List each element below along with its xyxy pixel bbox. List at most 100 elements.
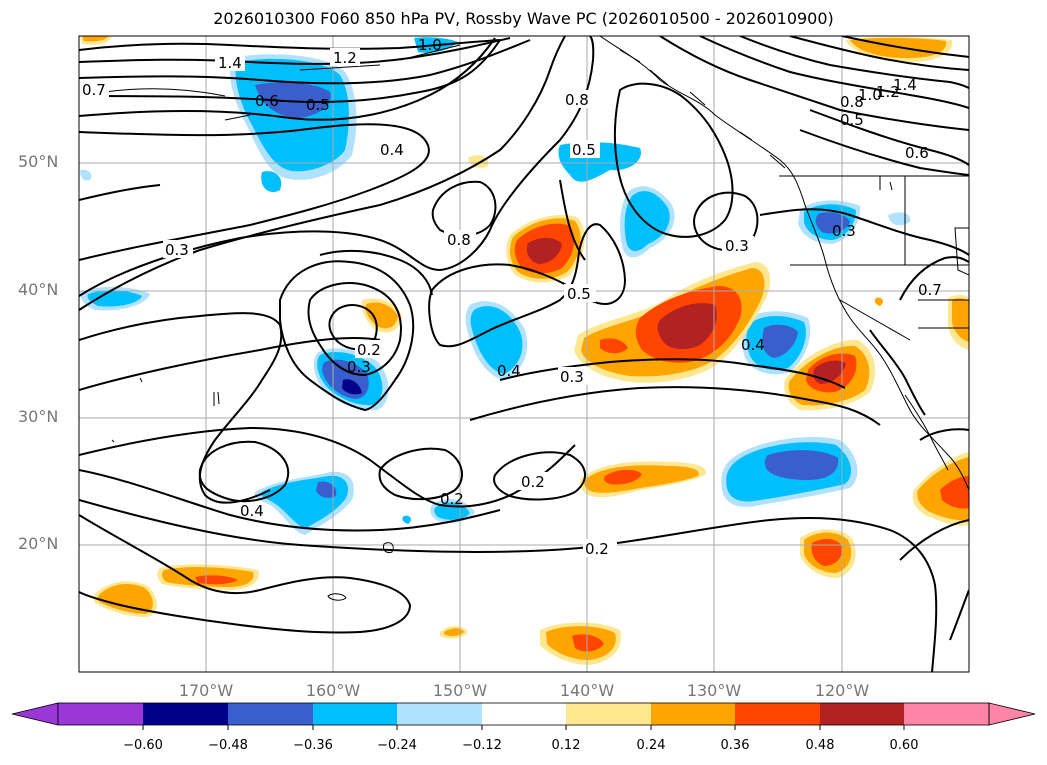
contour-label: 0.4 bbox=[380, 141, 404, 159]
negative-anomaly-area bbox=[316, 481, 337, 498]
colorbar-tick-label: −0.60 bbox=[123, 738, 163, 753]
lat-label: 30°N bbox=[18, 407, 59, 426]
negative-anomaly-area bbox=[80, 169, 92, 181]
lon-label: 170°W bbox=[178, 681, 234, 700]
colorbar-swatch bbox=[735, 703, 820, 725]
anomaly-shading bbox=[80, 36, 969, 665]
contour-label: 1.4 bbox=[218, 54, 242, 72]
contour-label: 0.3 bbox=[560, 368, 584, 386]
lon-label: 160°W bbox=[305, 681, 361, 700]
pv-contours bbox=[79, 36, 969, 672]
negative-anomaly-area bbox=[815, 212, 850, 234]
positive-anomaly-area bbox=[468, 155, 489, 168]
contour-label: 0.3 bbox=[165, 241, 189, 259]
colorbar-tick-label: −0.24 bbox=[377, 738, 417, 753]
positive-anomaly-area bbox=[952, 298, 969, 342]
plot-frame bbox=[78, 35, 970, 673]
colorbar bbox=[11, 702, 1036, 730]
colorbar-swatch bbox=[143, 703, 228, 725]
positive-anomaly-area bbox=[940, 476, 969, 509]
contour-label: 0.4 bbox=[741, 336, 765, 354]
positive-anomaly-area bbox=[657, 303, 717, 350]
negative-anomaly-area bbox=[402, 515, 411, 524]
contour-label: 1.2 bbox=[876, 83, 900, 101]
positive-anomaly-area bbox=[526, 237, 562, 264]
contour-label: 0.5 bbox=[306, 96, 330, 114]
positive-anomaly-area bbox=[874, 297, 883, 306]
contour-label: 0.3 bbox=[347, 358, 371, 376]
positive-anomaly-area bbox=[98, 584, 153, 614]
lat-label: 50°N bbox=[18, 152, 59, 171]
contour-label-group: 1.4 1.2 0.7 0.6 0.5 0.4 0.3 0.8 0.5 0.8 … bbox=[79, 36, 942, 558]
positive-anomaly-area bbox=[584, 465, 699, 493]
colorbar-swatch bbox=[482, 703, 566, 725]
map-title: 2026010300 F060 850 hPa PV, Rossby Wave … bbox=[213, 9, 834, 28]
contour-label: 0.6 bbox=[905, 144, 929, 162]
contour-label: 0.8 bbox=[565, 91, 589, 109]
colorbar-swatch bbox=[228, 703, 313, 725]
contour-label: 0.5 bbox=[572, 141, 596, 159]
contour-label: 0.8 bbox=[447, 231, 471, 249]
negative-anomaly-area bbox=[762, 324, 798, 358]
colorbar-tick-label: 0.12 bbox=[551, 738, 581, 753]
colorbar-swatch bbox=[820, 703, 904, 725]
colorbar-swatch bbox=[566, 703, 651, 725]
lat-label: 40°N bbox=[18, 280, 59, 299]
positive-anomaly-area bbox=[604, 469, 642, 485]
lon-label: 140°W bbox=[559, 681, 615, 700]
negative-anomaly-area bbox=[470, 306, 523, 374]
colorbar-swatch bbox=[904, 703, 989, 725]
contour-label: 1.0 bbox=[418, 36, 442, 54]
lon-label: 150°W bbox=[432, 681, 488, 700]
colorbar-tick-label: 0.24 bbox=[636, 738, 666, 753]
graticule bbox=[79, 36, 969, 672]
contour-label: 0.8 bbox=[840, 93, 864, 111]
negative-anomaly-area bbox=[342, 379, 362, 395]
colorbar-tick-label: 0.60 bbox=[889, 738, 919, 753]
colorbar-frame bbox=[57, 702, 990, 726]
contour-label: 0.6 bbox=[255, 92, 279, 110]
contour-label: 0.5 bbox=[567, 285, 591, 303]
negative-anomaly-area bbox=[255, 82, 331, 118]
contour-label: 0.3 bbox=[832, 222, 856, 240]
colorbar-tick-label: −0.12 bbox=[462, 738, 502, 753]
positive-anomaly-area bbox=[811, 538, 843, 566]
contour-label: 0.5 bbox=[840, 111, 864, 129]
coastlines bbox=[79, 36, 969, 601]
negative-anomaly-area bbox=[624, 191, 670, 252]
negative-anomaly-area bbox=[764, 450, 839, 480]
colorbar-swatch bbox=[313, 703, 397, 725]
positive-anomaly-area bbox=[444, 628, 464, 637]
contour-label: 0.2 bbox=[521, 473, 545, 491]
contour-label: 0.2 bbox=[357, 341, 381, 359]
contour-label: 0.4 bbox=[497, 362, 521, 380]
positive-anomaly-area bbox=[365, 302, 398, 329]
contour-label: 0.2 bbox=[440, 490, 464, 508]
lat-label: 20°N bbox=[18, 534, 59, 553]
colorbar-tick-label: −0.36 bbox=[293, 738, 333, 753]
colorbar-tick-label: 0.48 bbox=[805, 738, 835, 753]
colorbar-tick-label: 0.36 bbox=[720, 738, 750, 753]
contour-label: 0.2 bbox=[585, 540, 609, 558]
colorbar-swatch bbox=[397, 703, 482, 725]
colorbar-extend-high bbox=[988, 702, 1036, 726]
positive-anomaly-area bbox=[600, 338, 628, 354]
colorbar-extend-low bbox=[11, 702, 59, 726]
positive-anomaly-area bbox=[82, 36, 108, 42]
contour-label: 0.7 bbox=[82, 81, 106, 99]
positive-anomaly-area bbox=[572, 634, 604, 652]
lon-label: 120°W bbox=[814, 681, 870, 700]
colorbar-tick-label: −0.48 bbox=[208, 738, 248, 753]
contour-label: 1.4 bbox=[893, 76, 917, 94]
contour-label: 0.4 bbox=[240, 502, 264, 520]
contour-label: 1.0 bbox=[858, 86, 882, 104]
lon-label: 130°W bbox=[686, 681, 742, 700]
contour-label: 1.2 bbox=[333, 49, 357, 67]
negative-anomaly-area bbox=[261, 171, 282, 192]
negative-anomaly-area bbox=[87, 290, 142, 307]
colorbar-swatch bbox=[651, 703, 735, 725]
colorbar-swatch bbox=[58, 703, 143, 725]
contour-label: 0.3 bbox=[725, 237, 749, 255]
contour-label: 0.7 bbox=[918, 281, 942, 299]
